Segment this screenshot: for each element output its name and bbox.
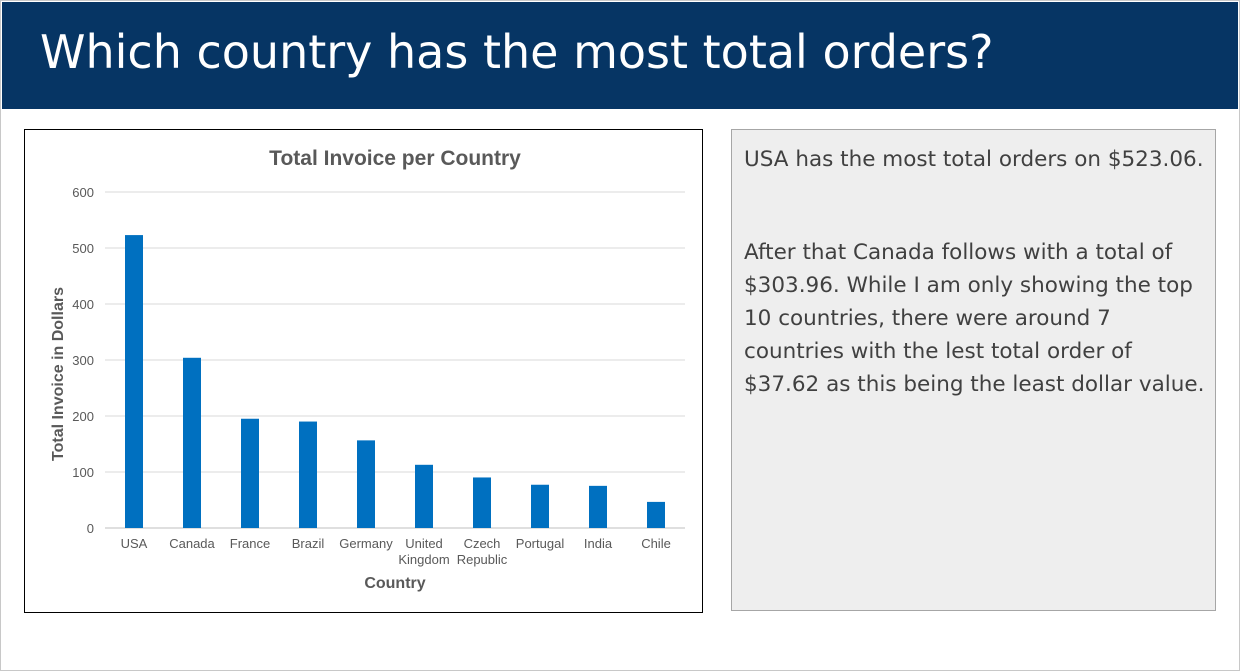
bar-chart: Total Invoice per Country 0 100 200 300 400 5… [50, 147, 685, 592]
slide-title: Which country has the most total orders? [40, 25, 994, 79]
x-tick-label: United Kingdom [398, 536, 449, 567]
x-tick-label: Chile [641, 536, 671, 551]
y-tick-label: 500 [72, 241, 94, 256]
y-tick-label: 100 [72, 465, 94, 480]
commentary-panel: USA has the most total orders on $523.06… [731, 129, 1216, 611]
y-axis-ticks: 0 100 200 300 400 500 600 [72, 185, 94, 536]
chart-title: Total Invoice per Country [269, 147, 521, 170]
x-tick-label: Portugal [516, 536, 565, 551]
chart-panel: Total Invoice per Country 0 100 200 300 400 5… [24, 129, 703, 613]
x-axis-title: Country [364, 575, 425, 592]
bar-france [241, 418, 259, 528]
commentary-paragraph-1: USA has the most total orders on $523.06… [744, 147, 1204, 172]
bar-canada [183, 357, 201, 528]
x-tick-label: Czech Republic [457, 536, 508, 567]
commentary-paragraph-2: After that Canada follows with a total o… [744, 240, 1205, 397]
x-tick-label: USA [121, 536, 148, 551]
y-axis-title: Total Invoice in Dollars [50, 287, 67, 461]
y-tick-label: 200 [72, 409, 94, 424]
x-axis-ticks: USA Canada France Brazil Germany United Kingdo… [121, 536, 671, 567]
y-tick-label: 300 [72, 353, 94, 368]
bar-germany [357, 440, 375, 528]
x-tick-label: Canada [169, 536, 215, 551]
bar-chile [647, 501, 665, 528]
bar-portugal [531, 484, 549, 528]
x-tick-label: France [230, 536, 270, 551]
title-bar: Which country has the most total orders? [2, 2, 1238, 109]
y-tick-label: 400 [72, 297, 94, 312]
x-tick-label: Germany [339, 536, 393, 551]
gridlines [105, 191, 685, 529]
bar-czech-republic [473, 477, 491, 528]
x-tick-label: India [584, 536, 613, 551]
bar-usa [125, 235, 143, 528]
bar-brazil [299, 421, 317, 528]
y-tick-label: 0 [87, 521, 94, 536]
bars [125, 235, 665, 528]
bar-united-kingdom [415, 464, 433, 528]
y-tick-label: 600 [72, 185, 94, 200]
bar-india [589, 485, 607, 528]
x-tick-label: Brazil [292, 536, 325, 551]
